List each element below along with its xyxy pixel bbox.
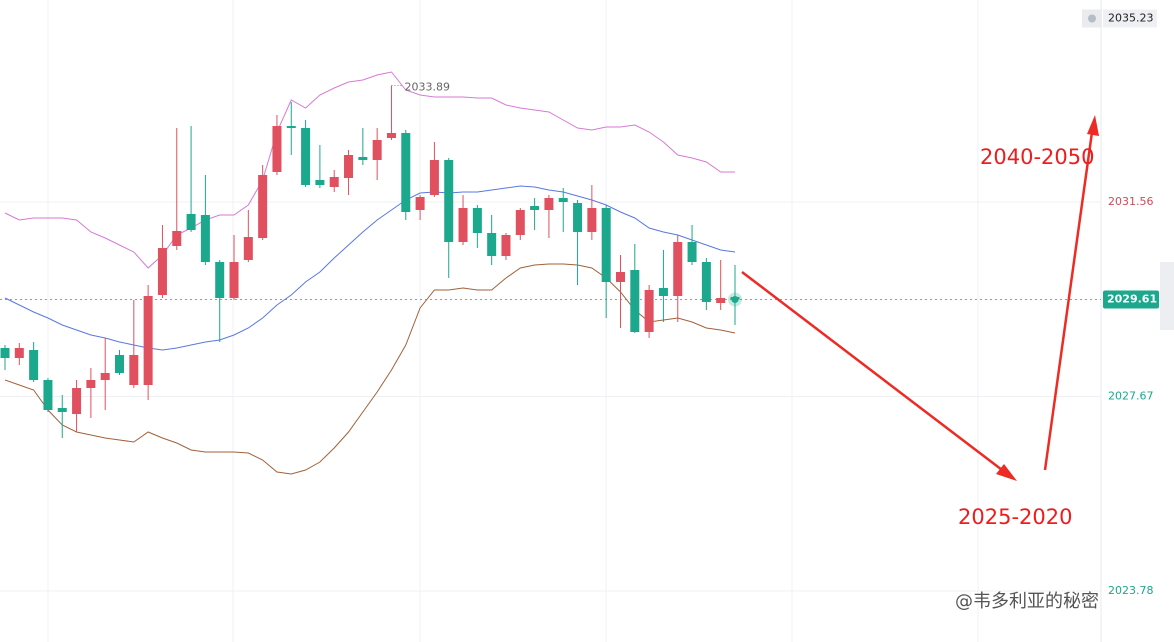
candle-body [258,175,268,238]
arrow-up-head [1087,115,1099,136]
candle-body [630,270,640,332]
candle-body [658,288,668,296]
candle-body [358,157,368,160]
candle-body [301,128,311,185]
candle-body [72,388,82,414]
candle-body [687,242,697,262]
candle-body [329,177,339,187]
candle-body [515,210,525,235]
candle-body [57,408,67,412]
watermark: @韦多利亚的秘密 [955,591,1099,612]
candle-body [558,198,568,202]
candle-body [344,155,354,178]
annotation: 2040-2050 [980,145,1094,169]
candle-body [415,197,425,210]
candle-body [43,380,53,410]
candle-body [644,290,654,332]
candle-body [229,262,239,298]
candle-body [487,233,497,256]
candle-body [272,126,282,172]
last-price-label: 2029.61 [1107,293,1157,306]
candle-body [429,160,439,195]
candle-body [615,272,625,282]
plot: 2033.89 [0,71,1101,592]
alert-icon [1088,14,1096,23]
candle-body [157,248,167,295]
candle-body [14,348,24,358]
candle-body [100,373,110,380]
candle-body [530,206,540,210]
high-label: 2033.89 [404,81,450,94]
annotation: 2025-2020 [958,505,1072,529]
candle-body [401,133,411,212]
candle-body [701,262,711,302]
scroll-handle [1160,262,1174,330]
candle-body [286,126,296,128]
y-tick-label: 2023.78 [1108,584,1154,597]
candle-body [458,208,468,242]
candle-body [200,215,210,262]
candle-body [129,355,139,385]
candle-body [243,237,253,260]
candle-body [0,348,10,358]
candle-body [587,208,597,232]
candle-body [143,296,153,385]
candle-body [601,208,611,282]
candle-body [215,262,225,298]
candle-body [386,133,396,138]
candle-body [372,140,382,160]
band-line [4,71,735,269]
candle-body [444,160,454,242]
candle-body [716,298,726,303]
arrow-down-head [996,464,1017,481]
candle-body [186,214,196,230]
candle-body [115,355,125,373]
last-price-box [1103,290,1159,309]
y-tick-label: 2027.67 [1108,390,1154,403]
last-price-dot [731,296,739,303]
band-line [4,185,736,351]
alert-label-box [1103,9,1157,28]
candle-body [544,198,554,210]
candle-body [501,235,511,256]
candle-body [172,231,182,246]
arrows [741,115,1099,481]
candle-body [86,380,96,388]
arrow-up-line [1043,124,1095,471]
y-tick-label: 2031.56 [1108,195,1154,208]
candle-body [573,203,583,232]
candle-body [472,208,482,233]
candle-body [29,350,39,380]
band-line [4,263,736,475]
candle-body [315,180,325,185]
alert-label: 2035.23 [1108,12,1154,25]
vertical-grid [47,0,979,642]
candle-body [673,242,683,296]
arrow-down-line [741,271,1011,477]
